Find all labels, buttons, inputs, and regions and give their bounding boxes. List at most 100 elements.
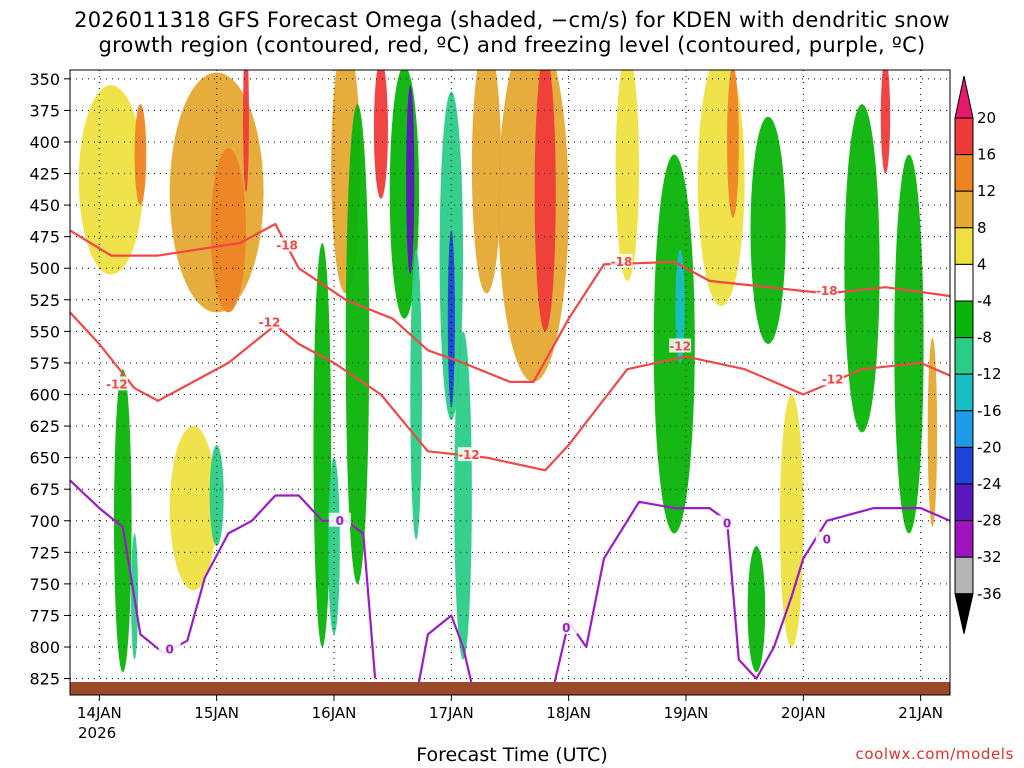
omega-blob-25 [675,249,685,363]
y-tick-label-800: 800 [29,638,60,657]
omega-blob-16 [410,249,422,540]
colorbar-seg-9 [954,410,974,448]
y-tick-label-750: 750 [29,575,60,594]
colorbar-tick-3: 8 [977,219,987,237]
x-tick-label-15JAN: 15JAN [194,704,239,722]
colorbar-tick-8: -16 [977,402,1002,420]
contour-label-4-2: 0 [823,533,831,547]
omega-blob-28 [750,116,786,344]
y-tick-label-775: 775 [29,606,60,625]
contour-label-bg-2-1 [328,512,351,527]
omega-blob-3 [210,148,246,313]
contour-label-4-1: 0 [723,516,731,530]
omega-blob-23 [615,70,640,281]
omega-blob-33 [894,154,924,534]
year-label: 2026 [78,724,116,742]
colorbar-seg-2 [954,154,974,192]
colorbar-tick-2: 12 [977,182,996,200]
chart-title-line-2: growth region (contoured, red, ºC) and f… [98,33,926,57]
omega-blob-5 [114,369,132,673]
y-tick-label-475: 475 [29,228,60,247]
colorbar-seg-13 [954,556,974,595]
contour-label-1-0: -12 [106,377,128,391]
contour-0 [70,222,950,383]
contour-label-1-3: -12 [669,340,691,354]
y-tick-label-500: 500 [29,259,60,278]
y-tick-label-625: 625 [29,417,60,436]
colorbar-seg-3 [954,190,974,229]
plot-frame [69,69,951,696]
temperature-contours: -18 -18 -18 -12 -12 -12 -12 -12 0 0 0 0 0 [70,222,950,695]
y-tick-label-450: 450 [29,196,60,215]
x-tick-label-21JAN: 21JAN [898,704,943,722]
contour-label-bg-1-3 [669,338,692,353]
colorbar-tick-11: -28 [977,512,1002,530]
contour-label-bg-4-2 [815,531,838,546]
colorbar-seg-4 [954,227,974,265]
time-axis: 14JAN 15JAN 16JAN 17JAN 18JAN 19JAN 20JAN 21JAN [77,695,943,722]
colorbar-tick-6: -8 [977,329,992,347]
contour-label-0-1: -18 [611,255,633,269]
contour-label-bg-2-0 [158,641,181,656]
colorbar-seg-5 [954,263,974,302]
colorbar-seg-8 [954,373,974,412]
contour-label-bg-1-1 [258,314,281,329]
contour-1 [70,311,950,472]
omega-blob-10 [328,457,340,635]
credit-link[interactable]: coolwx.com/models [855,745,1014,763]
omega-blob-7 [169,426,217,591]
contour-label-bg-0-0 [276,237,299,252]
contour-label-1-4: -12 [822,372,844,386]
y-tick-label-575: 575 [29,354,60,373]
colorbar-seg-6 [954,300,974,339]
y-tick-label-600: 600 [29,385,60,404]
y-tick-label-675: 675 [29,480,60,499]
y-tick-label-375: 375 [29,101,60,120]
colorbar-seg-11 [954,483,974,522]
omega-blob-15 [406,85,415,275]
y-tick-label-650: 650 [29,449,60,468]
contour-label-bg-4-0 [555,620,578,635]
contour-label-bg-0-1 [610,253,633,268]
contour-4 [550,500,950,695]
contour-label-2-0: 0 [166,643,174,657]
y-tick-label-425: 425 [29,165,60,184]
colorbar-seg-12 [954,520,974,558]
omega-blob-20 [471,70,502,294]
omega-blob-19 [454,331,472,660]
omega-blob-12 [345,104,370,584]
y-tick-label-550: 550 [29,322,60,341]
omega-blob-4 [243,70,249,193]
colorbar-tick-9: -20 [977,438,1002,456]
colorbar-tick-5: -4 [977,292,992,310]
colorbar-tick-0: 20 [977,109,996,127]
colorbar-tick-13: -36 [977,585,1002,603]
chart-title-line-1: 2026011318 GFS Forecast Omega (shaded, −… [74,8,950,32]
contour-label-0-0: -18 [276,239,298,253]
omega-blob-22 [534,70,556,332]
x-tick-label-19JAN: 19JAN [664,704,709,722]
x-tick-label-14JAN: 14JAN [77,704,122,722]
contour-label-bg-4-1 [716,515,739,530]
colorbar: 20 16 12 8 4 -4 -8 -12 -16 -20 -24 -28 -32 -36 [954,75,1002,634]
omega-blob-9 [313,242,332,648]
y-tick-label-700: 700 [29,512,60,531]
plot-grid [70,70,950,695]
colorbar-top-arrow [954,75,974,119]
colorbar-tick-1: 16 [977,146,996,164]
omega-blob-1 [134,104,147,206]
contour-3 [415,614,476,695]
y-tick-label-525: 525 [29,291,60,310]
contour-label-bg-0-2 [815,282,838,297]
contour-label-0-2: -18 [816,284,838,298]
contour-label-2-1: 0 [336,514,344,528]
omega-blob-30 [779,394,804,648]
colorbar-bottom-arrow [954,593,974,634]
x-tick-label-17JAN: 17JAN [429,704,474,722]
omega-blob-32 [880,70,891,174]
colorbar-tick-7: -12 [977,365,1002,383]
colorbar-tick-12: -32 [977,548,1002,566]
terrain-surface [70,682,950,695]
y-tick-label-400: 400 [29,133,60,152]
